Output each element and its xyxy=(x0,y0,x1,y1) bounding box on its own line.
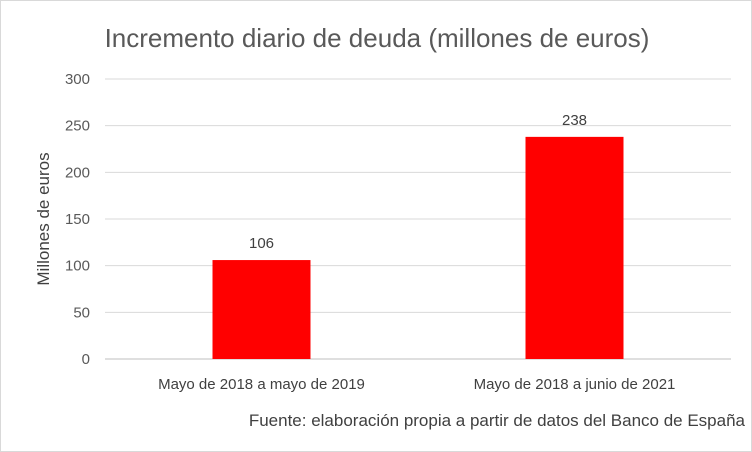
y-tick-label: 300 xyxy=(65,71,90,88)
gridlines xyxy=(105,78,731,360)
source-note: Fuente: elaboración propia a partir de d… xyxy=(249,411,746,430)
bars xyxy=(212,136,624,359)
chart-title: Incremento diario de deuda (millones de … xyxy=(105,23,650,53)
y-axis-ticks: 0 50 100 150 200 250 300 xyxy=(65,71,90,368)
y-tick-label: 100 xyxy=(65,258,90,275)
data-label: 238 xyxy=(562,112,587,129)
data-labels: 106 238 xyxy=(249,112,587,252)
y-axis-label: Millones de euros xyxy=(34,152,53,285)
x-category-label: Mayo de 2018 a mayo de 2019 xyxy=(158,376,365,393)
x-category-label: Mayo de 2018 a junio de 2021 xyxy=(474,376,676,393)
y-tick-label: 0 xyxy=(82,351,90,368)
bar xyxy=(212,260,311,359)
y-tick-label: 200 xyxy=(65,164,90,181)
y-tick-label: 250 xyxy=(65,118,90,135)
data-label: 106 xyxy=(249,235,274,252)
y-tick-label: 50 xyxy=(73,304,90,321)
bar xyxy=(525,136,624,359)
x-axis-categories: Mayo de 2018 a mayo de 2019 Mayo de 2018 … xyxy=(158,376,675,393)
y-tick-label: 150 xyxy=(65,211,90,228)
